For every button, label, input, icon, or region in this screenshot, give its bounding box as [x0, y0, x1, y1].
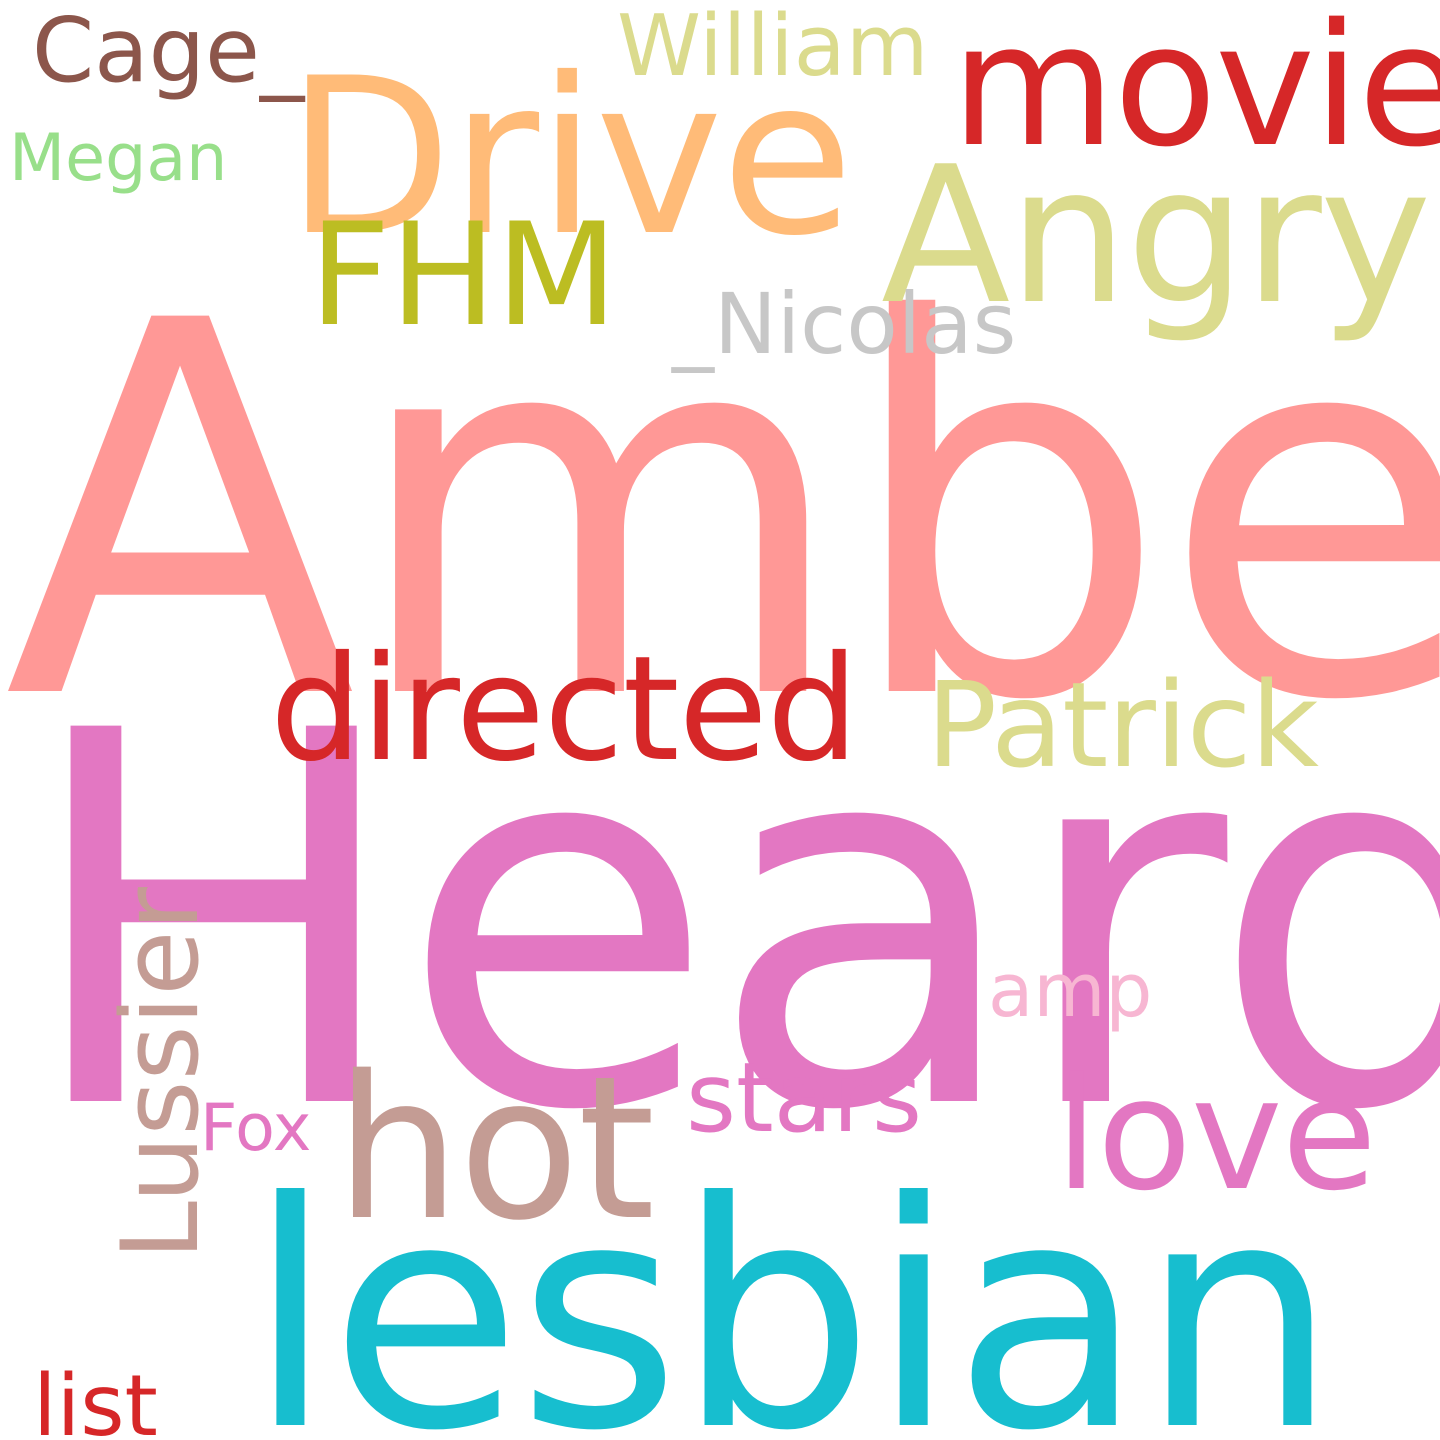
word-amp: amp — [988, 948, 1153, 1034]
word-cage: Cage_ — [32, 0, 305, 102]
word-amber: Amber — [4, 214, 1440, 813]
word-movie: movie — [951, 0, 1440, 184]
word-heard: Heard — [20, 624, 1440, 1223]
word-love: love — [1055, 1044, 1377, 1225]
word-list: list — [33, 1357, 158, 1440]
word-patrick: Patrick — [926, 656, 1319, 794]
word-lussier: Lussier — [99, 887, 222, 1261]
word-angry: Angry — [881, 126, 1432, 346]
word-megan: Megan — [9, 121, 228, 196]
word-directed: directed — [270, 625, 859, 794]
word-fox: Fox — [200, 1091, 312, 1166]
word-stars: stars — [686, 1042, 922, 1154]
word-hot: hot — [335, 1033, 655, 1264]
word-william: William — [617, 0, 929, 96]
word-lesbian: lesbian — [247, 1135, 1338, 1440]
word-drive: Drive — [286, 32, 854, 283]
word-fhm: FHM — [309, 193, 618, 358]
word-nicolas: _Nicolas — [672, 275, 1017, 373]
